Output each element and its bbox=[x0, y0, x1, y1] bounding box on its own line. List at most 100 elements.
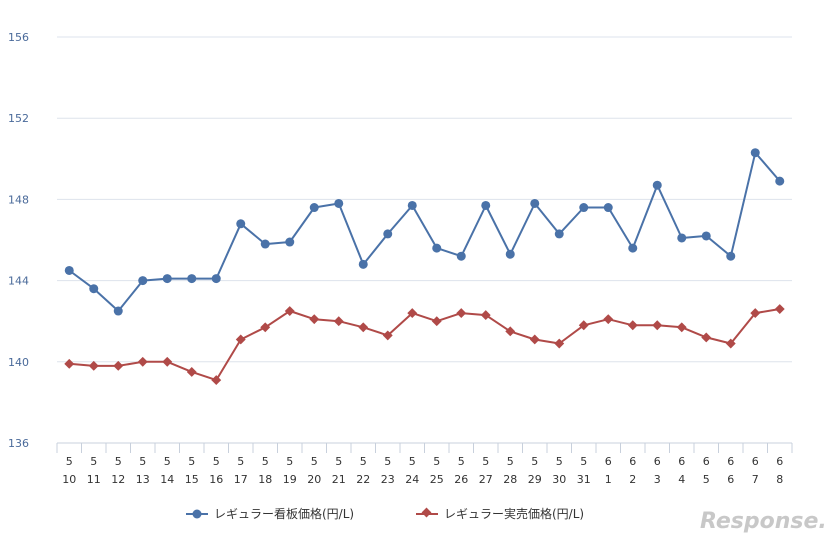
watermark-logo: Response. bbox=[700, 509, 827, 534]
y-tick-label: 140 bbox=[8, 356, 29, 369]
data-point-2 bbox=[578, 320, 589, 331]
data-point-1 bbox=[701, 231, 711, 241]
data-point-1 bbox=[187, 274, 197, 284]
data-point-2 bbox=[652, 320, 663, 331]
x-tick-label-month: 5 bbox=[115, 455, 122, 468]
series-line-1 bbox=[68, 151, 781, 312]
data-point-2 bbox=[358, 322, 369, 333]
data-point-1 bbox=[432, 243, 442, 253]
data-point-2 bbox=[88, 360, 99, 371]
x-tick-label-month: 5 bbox=[531, 455, 538, 468]
data-point-1 bbox=[89, 284, 99, 294]
x-tick-label-day: 12 bbox=[111, 473, 125, 486]
y-axis: 136 140 144 148 152 156 bbox=[8, 31, 29, 450]
x-tick-label-day: 27 bbox=[479, 473, 493, 486]
x-tick-label-month: 5 bbox=[311, 455, 318, 468]
x-tick-label-month: 5 bbox=[482, 455, 489, 468]
x-tick-label-month: 5 bbox=[164, 455, 171, 468]
x-tick-label-month: 5 bbox=[139, 455, 146, 468]
data-point-1 bbox=[162, 274, 172, 284]
legend-marker-diamond bbox=[421, 507, 432, 518]
y-tick-label: 148 bbox=[8, 193, 29, 206]
x-tick-label-month: 5 bbox=[580, 455, 587, 468]
x-tick-label-day: 31 bbox=[577, 473, 591, 486]
data-point-2 bbox=[333, 316, 344, 327]
x-tick-label-day: 11 bbox=[87, 473, 101, 486]
data-point-1 bbox=[481, 200, 491, 210]
x-tick-label-day: 24 bbox=[405, 473, 419, 486]
data-point-2 bbox=[505, 326, 516, 337]
data-point-2 bbox=[382, 330, 393, 341]
x-tick-label-day: 13 bbox=[136, 473, 150, 486]
data-point-1 bbox=[358, 259, 368, 269]
watermark-text: Response. bbox=[700, 509, 827, 534]
x-tick-label-day: 8 bbox=[776, 473, 783, 486]
x-tick-label-day: 18 bbox=[258, 473, 272, 486]
data-point-2 bbox=[725, 338, 736, 349]
data-point-2 bbox=[750, 308, 761, 319]
data-point-1 bbox=[334, 198, 344, 208]
x-tick-label-month: 5 bbox=[66, 455, 73, 468]
data-point-1 bbox=[138, 276, 148, 286]
x-tick-label-month: 6 bbox=[654, 455, 661, 468]
data-point-1 bbox=[113, 306, 123, 316]
series-line-2 bbox=[69, 308, 780, 382]
x-tick-label-day: 23 bbox=[381, 473, 395, 486]
data-point-1 bbox=[750, 148, 760, 158]
x-tick-label-day: 10 bbox=[62, 473, 76, 486]
x-tick-label-day: 5 bbox=[703, 473, 710, 486]
data-point-2 bbox=[211, 375, 222, 386]
data-point-2 bbox=[162, 356, 173, 367]
x-tick-label-day: 17 bbox=[234, 473, 248, 486]
x-tick-label-month: 5 bbox=[556, 455, 563, 468]
x-tick-label-month: 6 bbox=[678, 455, 685, 468]
x-tick-label-day: 6 bbox=[727, 473, 734, 486]
x-tick-label-month: 5 bbox=[409, 455, 416, 468]
x-tick-label-day: 16 bbox=[209, 473, 223, 486]
legend: レギュラー看板価格(円/L) レギュラー実売価格(円/L) bbox=[186, 506, 584, 521]
x-tick-label-month: 5 bbox=[507, 455, 514, 468]
data-point-2 bbox=[235, 334, 246, 345]
x-tick-label-month: 6 bbox=[752, 455, 759, 468]
x-axis: 5105115125135145155165175185195205215225… bbox=[56, 443, 793, 486]
y-tick-label: 144 bbox=[8, 275, 29, 288]
y-tick-label: 152 bbox=[8, 112, 29, 125]
data-point-1 bbox=[505, 249, 515, 259]
x-tick-label-day: 30 bbox=[552, 473, 566, 486]
x-tick-label-day: 26 bbox=[454, 473, 468, 486]
data-point-2 bbox=[260, 322, 271, 333]
data-point-2 bbox=[309, 314, 320, 325]
data-point-1 bbox=[456, 251, 466, 261]
data-point-1 bbox=[285, 237, 295, 247]
plot-area bbox=[64, 148, 785, 386]
x-tick-label-month: 5 bbox=[213, 455, 220, 468]
data-point-1 bbox=[726, 251, 736, 261]
data-point-1 bbox=[652, 180, 662, 190]
legend-marker-circle bbox=[192, 509, 202, 519]
data-point-2 bbox=[480, 310, 491, 321]
x-tick-label-day: 28 bbox=[503, 473, 517, 486]
data-point-2 bbox=[456, 308, 467, 319]
x-tick-label-month: 6 bbox=[776, 455, 783, 468]
y-tick-label: 136 bbox=[8, 437, 29, 450]
data-point-2 bbox=[284, 306, 295, 316]
data-point-1 bbox=[211, 274, 221, 284]
data-point-2 bbox=[64, 358, 75, 369]
x-tick-label-month: 5 bbox=[335, 455, 342, 468]
data-point-1 bbox=[628, 243, 638, 253]
data-point-1 bbox=[64, 265, 74, 275]
legend-label-2: レギュラー実売価格(円/L) bbox=[444, 506, 584, 521]
data-point-1 bbox=[530, 198, 540, 208]
data-point-2 bbox=[113, 360, 124, 371]
x-tick-label-day: 15 bbox=[185, 473, 199, 486]
x-tick-label-day: 20 bbox=[307, 473, 321, 486]
x-tick-label-month: 5 bbox=[458, 455, 465, 468]
data-point-2 bbox=[676, 322, 687, 333]
data-point-1 bbox=[554, 229, 564, 239]
data-point-1 bbox=[236, 219, 246, 229]
data-point-2 bbox=[186, 367, 197, 377]
x-tick-label-month: 6 bbox=[703, 455, 710, 468]
x-tick-label-day: 2 bbox=[629, 473, 636, 486]
data-point-1 bbox=[579, 203, 589, 213]
